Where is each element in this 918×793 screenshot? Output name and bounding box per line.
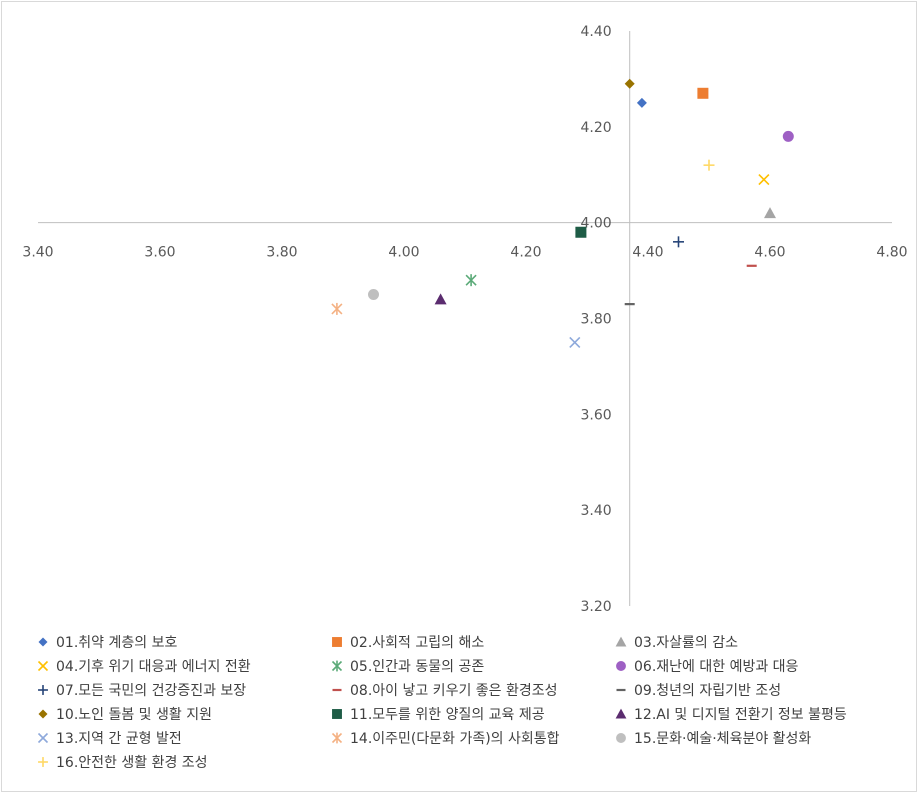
- legend-item: 11.모두를 위한 양질의 교육 제공: [330, 704, 545, 724]
- data-point: [331, 302, 343, 315]
- legend-label: 03.자살률의 감소: [634, 635, 738, 651]
- data-point: [636, 97, 647, 108]
- legend-label: 16.안전한 생활 환경 조성: [56, 755, 208, 771]
- x-tick-label: 4.80: [876, 245, 907, 261]
- legend-marker-icon: [615, 636, 627, 647]
- data-point: [575, 226, 587, 238]
- legend-marker-icon: [38, 685, 48, 695]
- legend-label: 12.AI 및 디지털 전환기 정보 불평등: [634, 707, 847, 723]
- x-tick-label: 4.40: [632, 245, 663, 261]
- x-tick-label: 3.80: [266, 245, 297, 261]
- x-tick-label: 3.60: [144, 245, 175, 261]
- y-tick-label: 3.60: [581, 407, 612, 423]
- legend-marker-icon: [331, 660, 343, 672]
- legend-item: 02.사회적 고립의 해소: [330, 632, 484, 652]
- data-point: [758, 173, 770, 186]
- y-tick-label: 3.40: [581, 503, 612, 519]
- legend-marker-icon: [37, 660, 49, 672]
- x-tick-label: 4.00: [388, 245, 419, 261]
- legend-label: 06.재난에 대한 예방과 대응: [634, 659, 799, 675]
- data-point: [703, 159, 715, 171]
- legend-marker-icon: [38, 757, 48, 767]
- legend-item: 10.노인 돌봄 및 생활 지원: [36, 704, 212, 724]
- data-point: [434, 293, 447, 305]
- legend-marker-icon: [616, 661, 626, 671]
- data-point: [465, 274, 477, 287]
- legend-label: 08.아이 낳고 키우기 좋은 환경조성: [350, 683, 558, 699]
- legend-item: 12.AI 및 디지털 전환기 정보 불평등: [614, 704, 847, 724]
- data-point: [764, 207, 776, 219]
- legend-marker-icon: [616, 688, 626, 692]
- legend-marker-icon: [331, 732, 343, 744]
- legend-item: 16.안전한 생활 환경 조성: [36, 752, 208, 772]
- data-point: [624, 78, 635, 89]
- scatter-plot: 3.40 3.60 3.80 4.00 4.20 4.40 4.60 4.80 3.20 3.40…: [22, 24, 907, 615]
- legend-label: 09.청년의 자립기반 조성: [634, 683, 782, 699]
- legend-label: 11.모두를 위한 양질의 교육 제공: [350, 707, 545, 723]
- data-point: [569, 336, 581, 349]
- legend-item: 01.취약 계층의 보호: [36, 632, 177, 652]
- y-tick-label: 4.40: [581, 24, 612, 40]
- legend-marker-icon: [332, 688, 342, 692]
- y-tick-label: 3.20: [581, 599, 612, 615]
- legend-marker-icon: [332, 637, 342, 647]
- legend-item: 04.기후 위기 대응과 에너지 전환: [36, 656, 251, 676]
- legend-item: 07.모든 국민의 건강증진과 보장: [36, 680, 246, 700]
- legend-item: 06.재난에 대한 예방과 대응: [614, 656, 798, 676]
- legend-item: 09.청년의 자립기반 조성: [614, 680, 781, 700]
- x-tick-label: 4.20: [510, 245, 541, 261]
- legend-marker-icon: [616, 733, 626, 743]
- legend-label: 13.지역 간 균형 발전: [56, 731, 182, 747]
- legend-label: 07.모든 국민의 건강증진과 보장: [56, 683, 247, 699]
- y-tick-label: 4.20: [581, 120, 612, 136]
- data-point: [782, 130, 794, 142]
- legend-label: 15.문화·예술·체육분야 활성화: [634, 731, 812, 747]
- legend-label: 10.노인 돌봄 및 생활 지원: [56, 707, 212, 723]
- legend-item: 05.인간과 동물의 공존: [330, 656, 484, 676]
- legend-label: 02.사회적 고립의 해소: [350, 635, 485, 651]
- data-point: [697, 87, 709, 99]
- legend-marker-icon: [615, 708, 627, 719]
- legend-marker-icon: [332, 709, 342, 719]
- legend-item: 13.지역 간 균형 발전: [36, 728, 182, 748]
- legend-marker-icon: [38, 637, 48, 647]
- legend-label: 05.인간과 동물의 공존: [350, 659, 485, 675]
- data-point: [368, 289, 379, 301]
- data-point: [673, 236, 684, 248]
- legend-marker-icon: [37, 732, 49, 744]
- legend-label: 01.취약 계층의 보호: [56, 635, 178, 651]
- legend-item: 03.자살률의 감소: [614, 632, 738, 652]
- legend-label: 04.기후 위기 대응과 에너지 전환: [56, 659, 251, 675]
- y-tick-label: 4.00: [581, 216, 612, 232]
- x-tick-label: 3.40: [22, 245, 53, 261]
- legend-marker-icon: [38, 709, 48, 719]
- y-tick-label: 3.80: [581, 312, 612, 328]
- legend-label: 14.이주민(다문화 가족)의 사회통합: [350, 731, 560, 747]
- legend-item: 14.이주민(다문화 가족)의 사회통합: [330, 728, 560, 748]
- legend-item: 08.아이 낳고 키우기 좋은 환경조성: [330, 680, 558, 700]
- x-tick-label: 4.60: [754, 245, 785, 261]
- legend-item: 15.문화·예술·체육분야 활성화: [614, 728, 811, 748]
